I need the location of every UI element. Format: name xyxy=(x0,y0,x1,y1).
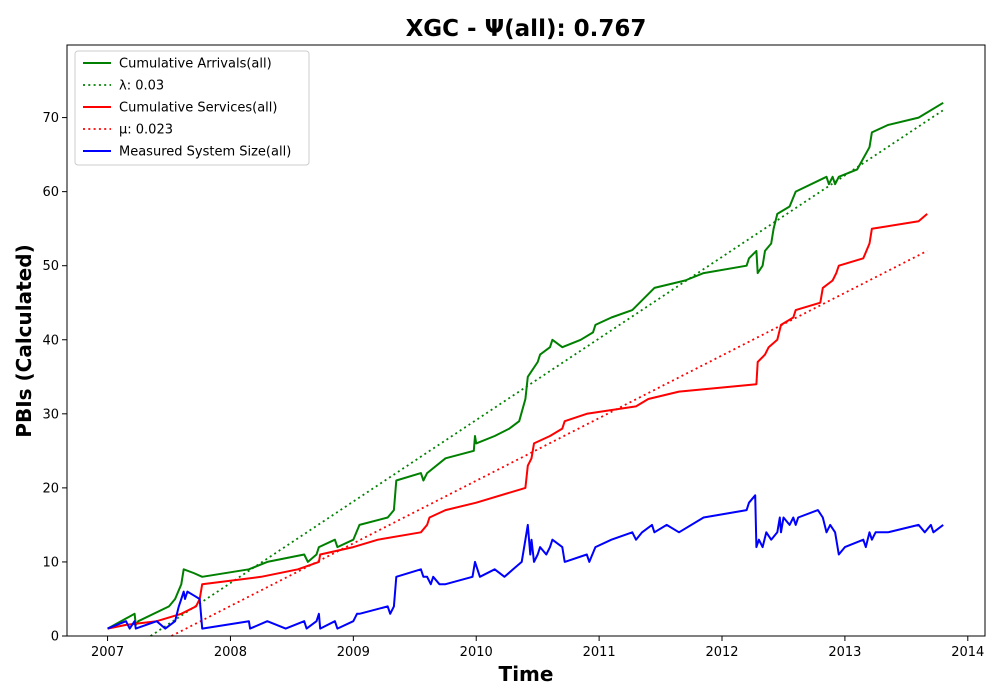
legend-entry: μ: 0.023 xyxy=(119,123,173,138)
y-tick-label: 70 xyxy=(42,111,59,126)
legend-entry: Cumulative Arrivals(all) xyxy=(119,57,272,72)
y-tick-label: 10 xyxy=(42,555,59,570)
chart-title: XGC - Ψ(all): 0.767 xyxy=(406,16,647,42)
y-axis-label: PBIs (Calculated) xyxy=(12,244,36,437)
x-tick-label: 2008 xyxy=(214,645,247,660)
x-tick-label: 2014 xyxy=(951,645,984,660)
legend-entry: λ: 0.03 xyxy=(119,79,164,94)
y-tick-label: 20 xyxy=(42,481,59,496)
legend-entry: Cumulative Services(all) xyxy=(119,101,277,116)
y-tick-label: 40 xyxy=(42,333,59,348)
x-tick-label: 2012 xyxy=(705,645,738,660)
y-tick-label: 60 xyxy=(42,185,59,200)
y-tick-label: 0 xyxy=(51,630,59,645)
y-tick-label: 30 xyxy=(42,407,59,422)
x-tick-label: 2009 xyxy=(337,645,370,660)
x-tick-label: 2007 xyxy=(91,645,124,660)
legend-entry: Measured System Size(all) xyxy=(119,145,291,160)
x-tick-label: 2010 xyxy=(460,645,493,660)
x-tick-label: 2011 xyxy=(583,645,616,660)
y-tick-label: 50 xyxy=(42,259,59,274)
x-tick-label: 2013 xyxy=(828,645,861,660)
legend: Cumulative Arrivals(all) λ: 0.03 Cumulativ… xyxy=(75,51,309,165)
x-axis-label: Time xyxy=(499,662,554,686)
